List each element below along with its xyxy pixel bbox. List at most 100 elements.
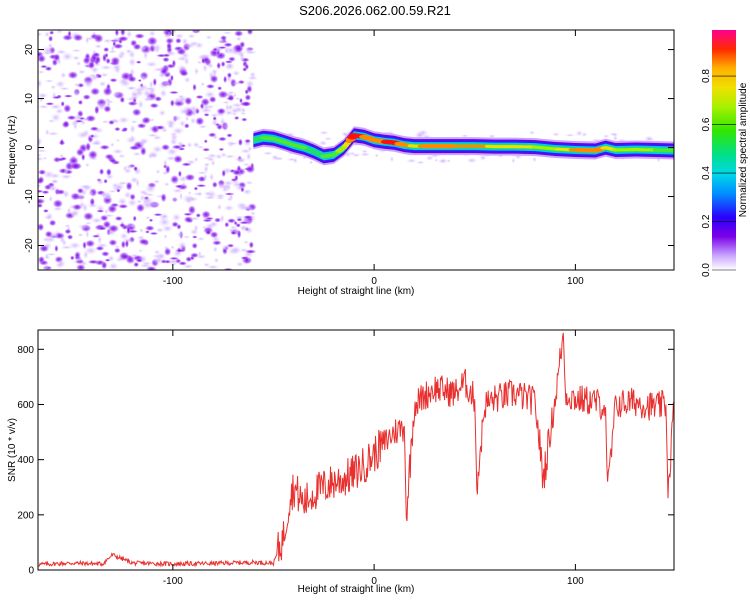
noise-blob: [90, 217, 104, 224]
noise-blob: [99, 64, 113, 71]
noise-blob: [103, 178, 108, 184]
noise-blob: [208, 172, 215, 182]
noise-blob: [118, 50, 127, 58]
noise-blob: [351, 153, 362, 158]
x-tick-label: 100: [567, 576, 584, 587]
y-tick-label: 20: [24, 44, 35, 56]
noise-blob: [69, 255, 75, 261]
noise-blob: [245, 151, 252, 162]
noise-blob: [107, 189, 118, 193]
noise-blob: [187, 196, 199, 203]
noise-blob: [361, 149, 369, 154]
noise-blob: [75, 131, 90, 139]
noise-blob: [38, 149, 48, 153]
noise-blob: [69, 192, 82, 201]
noise-blob: [117, 77, 130, 86]
noise-blob: [120, 240, 126, 249]
noise-blob: [212, 69, 217, 78]
noise-blob: [575, 129, 583, 137]
noise-blob: [76, 223, 91, 230]
noise-blob: [110, 56, 121, 66]
noise-blob: [105, 168, 112, 177]
noise-blob: [165, 50, 177, 57]
noise-blob: [61, 34, 74, 41]
noise-blob: [230, 81, 243, 85]
noise-blob: [466, 157, 478, 164]
noise-blob: [108, 119, 115, 126]
noise-blob: [511, 157, 516, 164]
noise-blob: [100, 261, 108, 270]
noise-blob: [149, 201, 160, 208]
noise-blob: [163, 182, 170, 187]
noise-blob: [222, 31, 233, 35]
noise-blob: [75, 148, 85, 157]
noise-blob: [205, 35, 213, 40]
noise-blob: [61, 120, 71, 129]
noise-blob: [82, 202, 89, 213]
noise-blob: [318, 130, 330, 135]
noise-blob: [72, 33, 84, 42]
noise-blob: [89, 141, 104, 146]
noise-blob: [135, 178, 140, 188]
noise-blob: [227, 94, 235, 102]
noise-blob: [73, 82, 81, 88]
noise-blob: [221, 169, 226, 178]
noise-blob: [61, 51, 74, 62]
colorbar-label: Normalized spectral amplitude: [738, 82, 749, 217]
noise-blob: [90, 65, 100, 74]
x-tick-label: -100: [163, 276, 183, 287]
noise-blob: [84, 239, 96, 248]
noise-blob: [203, 162, 211, 168]
noise-blob: [44, 102, 55, 106]
noise-blob: [185, 159, 197, 165]
noise-blob: [170, 114, 183, 122]
noise-blob: [213, 217, 222, 223]
noise-blob: [43, 79, 55, 83]
noise-blob: [55, 189, 66, 195]
noise-blob: [83, 78, 94, 89]
noise-blob: [176, 140, 185, 148]
noise-blob: [158, 109, 167, 117]
noise-blob: [203, 195, 217, 200]
noise-blob: [60, 71, 67, 79]
noise-blob: [612, 133, 618, 137]
noise-blob: [48, 195, 53, 203]
noise-blob: [196, 60, 203, 65]
noise-blob: [117, 196, 128, 207]
y-tick-label: 600: [17, 400, 34, 411]
noise-blob: [114, 215, 123, 222]
noise-blob: [146, 36, 159, 47]
noise-blob: [209, 74, 219, 84]
noise-blob: [172, 181, 179, 185]
noise-blob: [108, 158, 118, 164]
noise-blob: [38, 156, 45, 162]
noise-blob: [96, 177, 105, 186]
snr-x-label: Height of straight line (km): [298, 584, 415, 595]
noise-blob: [132, 215, 137, 222]
noise-blob: [118, 251, 130, 261]
noise-blob: [82, 249, 89, 260]
noise-blob: [182, 212, 193, 216]
noise-blob: [38, 255, 45, 264]
noise-blob: [104, 52, 109, 59]
noise-blob: [191, 235, 198, 239]
noise-blob: [644, 137, 656, 141]
noise-blob: [175, 37, 182, 44]
noise-blob: [89, 87, 101, 96]
noise-blob: [415, 131, 424, 139]
noise-blob: [117, 153, 126, 159]
noise-blob: [100, 251, 110, 257]
noise-blob: [324, 137, 333, 141]
snr-y-ticks: 0 200 400 600 800: [17, 345, 674, 577]
noise-blob: [177, 94, 185, 99]
noise-blob: [70, 48, 83, 53]
noise-blob: [117, 116, 130, 124]
noise-blob: [242, 215, 254, 220]
noise-blob: [63, 94, 74, 98]
noise-blob: [160, 143, 171, 151]
noise-blob: [48, 35, 54, 43]
noise-blob: [437, 158, 449, 165]
noise-blob: [96, 209, 105, 213]
noise-blob: [446, 158, 451, 163]
noise-blob: [425, 155, 435, 162]
